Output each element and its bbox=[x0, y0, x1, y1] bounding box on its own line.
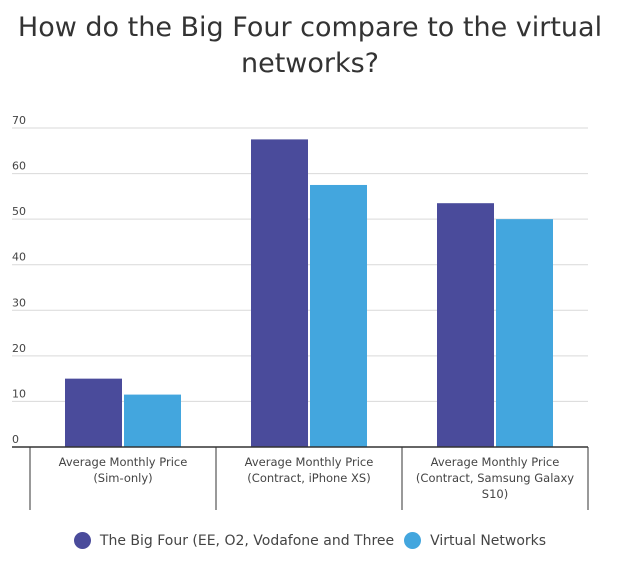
y-tick-label-30: 30 bbox=[12, 296, 26, 309]
bar-big-four-1[interactable] bbox=[251, 139, 308, 447]
y-tick-label-0: 0 bbox=[12, 433, 19, 446]
legend-swatch-big-four bbox=[73, 532, 91, 549]
y-tick-label-40: 40 bbox=[12, 251, 26, 264]
bar-virtual-networks-1[interactable] bbox=[310, 184, 367, 447]
legend: The Big Four (EE, O2, Vodafone and Three… bbox=[0, 532, 620, 549]
x-category-label-1: Average Monthly Price (Contract, iPhone X… bbox=[245, 455, 374, 485]
y-tick-label-50: 50 bbox=[12, 205, 26, 218]
x-category-label-2: Average Monthly Price (Contract, Samsung … bbox=[416, 455, 574, 501]
legend-swatch-virtual-networks bbox=[404, 532, 422, 549]
bar-big-four-0[interactable] bbox=[65, 378, 122, 447]
x-category-label-0: Average Monthly Price (Sim-only) bbox=[59, 455, 188, 485]
bars bbox=[65, 139, 553, 447]
y-tick-label-20: 20 bbox=[12, 342, 26, 355]
legend-label-virtual-networks: Virtual Networks bbox=[430, 532, 547, 549]
legend-item-big-four[interactable]: The Big Four (EE, O2, Vodafone and Three bbox=[73, 532, 395, 549]
axes bbox=[12, 446, 589, 510]
labels: 0 10 20 30 40 50 60 70 Average Monthly Price (Sim… bbox=[12, 114, 574, 501]
y-tick-label-70: 70 bbox=[12, 114, 26, 127]
bar-big-four-2[interactable] bbox=[437, 203, 494, 447]
legend-item-virtual-networks[interactable]: Virtual Networks bbox=[404, 532, 546, 549]
bar-virtual-networks-2[interactable] bbox=[496, 219, 553, 447]
bar-chart: 0 10 20 30 40 50 60 70 Average Monthly Price (Sim… bbox=[12, 114, 589, 510]
y-tick-label-10: 10 bbox=[12, 387, 26, 400]
bar-virtual-networks-0[interactable] bbox=[124, 394, 181, 447]
legend-label-big-four: The Big Four (EE, O2, Vodafone and Three bbox=[99, 532, 395, 549]
y-tick-label-60: 60 bbox=[12, 160, 26, 173]
chart-title: How do the Big Four compare to the virtu… bbox=[17, 12, 603, 79]
